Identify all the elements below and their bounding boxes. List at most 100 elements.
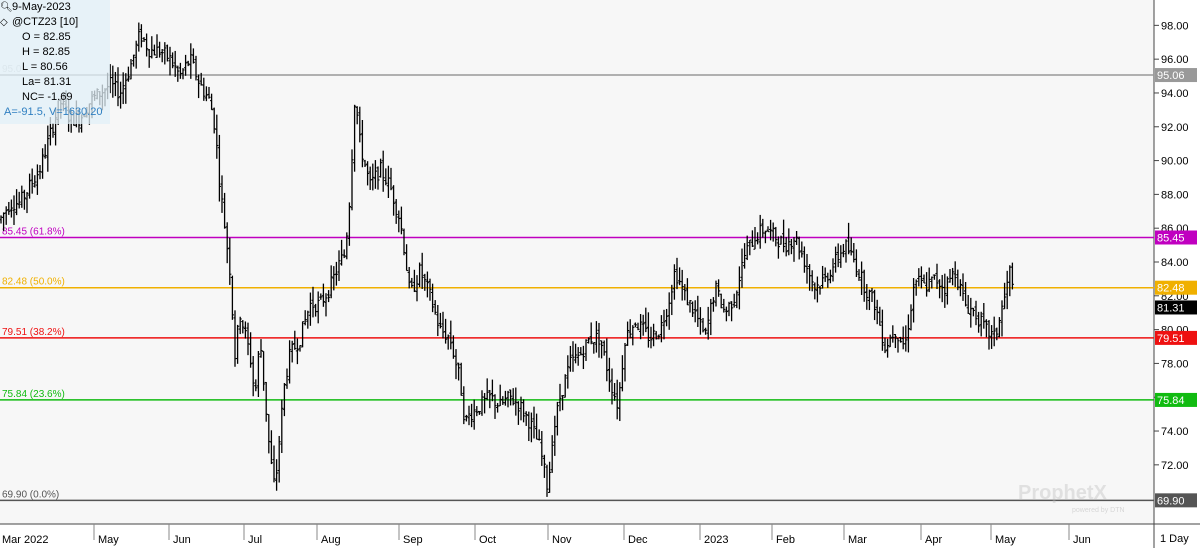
magnifier-icon[interactable]: 🔍︎ xyxy=(0,2,13,13)
ohlc-bar xyxy=(207,86,211,99)
ohlc-bar xyxy=(275,459,279,491)
time-axis-background xyxy=(0,524,1200,548)
ohlc-bar xyxy=(165,44,169,62)
ohlc-bar xyxy=(12,195,16,225)
ohlc-bar xyxy=(722,298,726,313)
ohlc-bar xyxy=(867,289,871,311)
ohlc-bar xyxy=(254,379,258,392)
ohlc-bar xyxy=(659,315,663,343)
ohlc-bar xyxy=(324,293,328,317)
ohlc-bar xyxy=(805,253,809,284)
ohlc-bar xyxy=(485,378,489,401)
ohlc-bar xyxy=(706,306,710,340)
ohlc-bar xyxy=(319,293,323,300)
ohlc-bar xyxy=(724,306,728,322)
fib-level-label: 75.84 (23.6%) xyxy=(2,389,65,400)
ohlc-bar xyxy=(425,271,429,298)
ohlc-bar xyxy=(498,384,502,407)
ohlc-bar xyxy=(171,52,175,69)
info-net-change: NC= -1.69 xyxy=(22,91,73,103)
ohlc-bar xyxy=(862,269,866,302)
ohlc-bar xyxy=(488,389,492,409)
ohlc-bar xyxy=(984,319,988,338)
ohlc-bar xyxy=(818,285,822,295)
ohlc-bar xyxy=(176,65,180,82)
ohlc-bar xyxy=(15,189,19,216)
ohlc-bar xyxy=(129,59,133,80)
ohlc-bar xyxy=(202,77,206,101)
ohlc-bar xyxy=(849,237,853,256)
ohlc-bar xyxy=(449,320,453,350)
price-tick-label: 78.00 xyxy=(1161,358,1189,370)
ohlc-bar xyxy=(446,334,450,350)
ohlc-bar xyxy=(763,230,767,244)
time-tick-label: Mar 2022 xyxy=(2,534,48,546)
ohlc-bar xyxy=(990,325,994,349)
ohlc-bar xyxy=(9,199,13,218)
ohlc-bar xyxy=(566,355,570,389)
level-price-tag xyxy=(1155,330,1197,345)
ohlc-bar xyxy=(173,50,177,77)
ohlc-bar xyxy=(321,283,325,307)
ohlc-bar xyxy=(25,192,29,214)
ohlc-bar xyxy=(995,327,999,341)
ohlc-bar xyxy=(366,161,370,186)
ohlc-bar xyxy=(368,166,372,190)
ohlc-bar xyxy=(285,368,289,389)
ohlc-bar xyxy=(914,279,918,296)
ohlc-bar xyxy=(457,362,461,381)
ohlc-bar xyxy=(376,166,380,190)
ohlc-bar xyxy=(506,390,510,408)
ohlc-bar xyxy=(43,144,47,159)
ohlc-bar xyxy=(810,270,814,292)
ohlc-bar xyxy=(405,244,409,272)
fib-level-label: 79.51 (38.2%) xyxy=(2,327,65,338)
ohlc-bar xyxy=(150,36,154,59)
price-tick-label: 92.00 xyxy=(1161,122,1189,134)
ohlc-bar xyxy=(865,283,869,310)
ohlc-bar xyxy=(1003,282,1007,310)
ohlc-bar xyxy=(977,311,981,333)
ohlc-bar xyxy=(181,68,185,80)
ohlc-bar xyxy=(293,330,297,350)
ohlc-bar xyxy=(823,267,827,282)
ohlc-bar xyxy=(282,383,286,417)
ohlc-bar xyxy=(576,347,580,366)
ohlc-bar xyxy=(597,322,601,358)
ohlc-bar xyxy=(563,374,567,398)
ohlc-bar xyxy=(748,239,752,256)
ohlc-bar xyxy=(436,304,440,337)
level-price-tag-label: 95.06 xyxy=(1157,70,1185,82)
ohlc-bar xyxy=(644,307,648,333)
ohlc-bar xyxy=(550,435,554,473)
level-price-tag-label: 82.48 xyxy=(1157,283,1185,295)
ohlc-bar xyxy=(269,430,273,465)
ohlc-bar xyxy=(295,338,299,365)
ohlc-bar xyxy=(186,60,190,67)
time-tick-label: Jun xyxy=(173,534,191,546)
time-tick-label: May xyxy=(995,534,1016,546)
ohlc-bar xyxy=(516,401,520,425)
ohlc-bar xyxy=(241,320,245,334)
ohlc-bar xyxy=(896,337,900,353)
timeframe-label[interactable]: 1 Day xyxy=(1160,533,1189,545)
info-date-row: 🔍︎9-May-2023 xyxy=(0,0,108,15)
ohlc-bar xyxy=(41,148,45,179)
ohlc-bar xyxy=(555,401,559,436)
ohlc-bar xyxy=(665,308,669,327)
ohlc-bar xyxy=(792,237,796,262)
ohlc-bar xyxy=(880,309,884,351)
ohlc-bar xyxy=(688,300,692,313)
ohlc-bar xyxy=(475,406,479,417)
level-price-tag xyxy=(1155,68,1197,83)
price-tick-label: 72.00 xyxy=(1161,460,1189,472)
ohlc-bar xyxy=(909,304,913,331)
ohlc-bar xyxy=(22,189,26,210)
ohlc-bar xyxy=(301,321,305,348)
ohlc-bar xyxy=(930,276,934,289)
ohlc-bar xyxy=(935,263,939,290)
ohlc-bar xyxy=(290,340,294,363)
ohlc-bar xyxy=(633,322,637,328)
ohlc-bar xyxy=(750,230,754,247)
ohlc-bar xyxy=(347,202,351,246)
